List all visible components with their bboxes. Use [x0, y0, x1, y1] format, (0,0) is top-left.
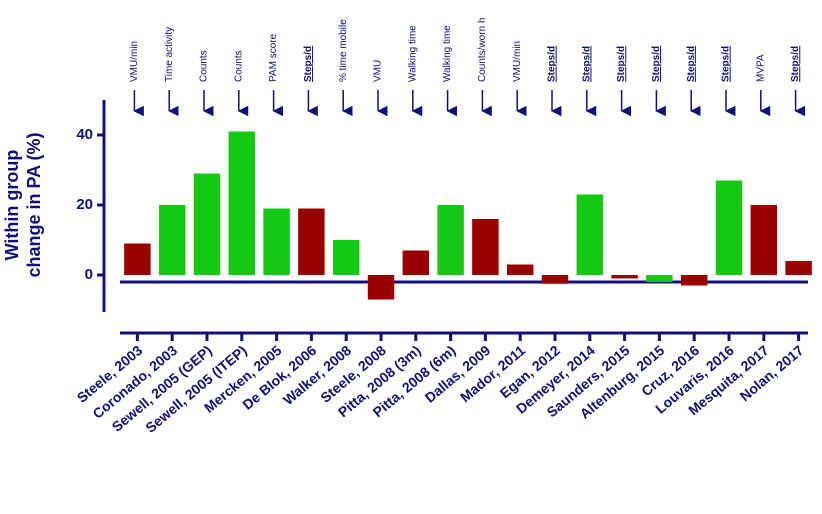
bar [437, 205, 464, 275]
measure-label: PAM score [268, 33, 279, 82]
measure-label: Steps/d [303, 46, 314, 82]
bar [367, 275, 395, 300]
bar [506, 264, 534, 275]
bar [193, 173, 221, 275]
measure-label: Steps/d [547, 46, 558, 82]
y-tick-label: 0 [85, 266, 93, 283]
bar [646, 275, 673, 282]
bar [228, 131, 256, 275]
bar [785, 261, 812, 275]
measure-label: MVPA [755, 54, 766, 82]
bar [680, 275, 708, 286]
measure-label: Walking time [442, 25, 453, 82]
measure-label: % time mobile [338, 19, 349, 82]
measure-label: VMU/min [129, 41, 140, 82]
bar [332, 240, 360, 275]
measure-label: Steps/d [790, 46, 801, 82]
bar [263, 208, 290, 275]
bar [158, 205, 186, 275]
measure-label: Steps/d [581, 46, 592, 82]
bar [715, 180, 743, 275]
bar [611, 275, 638, 279]
bar [576, 194, 604, 275]
bar [750, 205, 778, 275]
y-axis-label: Within group [2, 150, 22, 261]
bar [124, 243, 151, 275]
y-tick-label: 20 [76, 196, 93, 213]
bar [472, 219, 499, 275]
measure-label: Time activity [164, 27, 175, 82]
measure-label: Counts [233, 50, 244, 82]
bar [298, 208, 325, 275]
measure-label: Steps/d [651, 46, 662, 82]
y-axis-label: change in PA (%) [24, 132, 44, 277]
measure-label: Steps/d [721, 46, 732, 82]
measure-label: Counts/worn h [477, 18, 488, 82]
measure-label: VMU [373, 60, 384, 82]
measure-label: Steps/d [686, 46, 697, 82]
measure-label: VMU/min [512, 41, 523, 82]
measure-label: Steps/d [616, 46, 627, 82]
measure-label: Counts [199, 50, 210, 82]
measure-label: Walking time [407, 25, 418, 82]
y-tick-label: 40 [76, 126, 93, 143]
bar [541, 275, 569, 284]
bar [402, 250, 430, 275]
